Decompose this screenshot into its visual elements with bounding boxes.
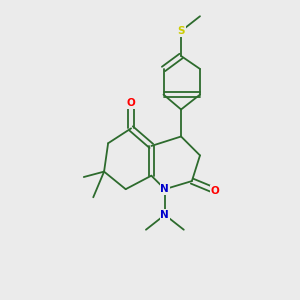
Text: N: N: [160, 184, 169, 194]
Text: O: O: [211, 185, 219, 196]
Text: N: N: [160, 210, 169, 220]
Text: O: O: [127, 98, 136, 108]
Text: S: S: [177, 26, 185, 36]
